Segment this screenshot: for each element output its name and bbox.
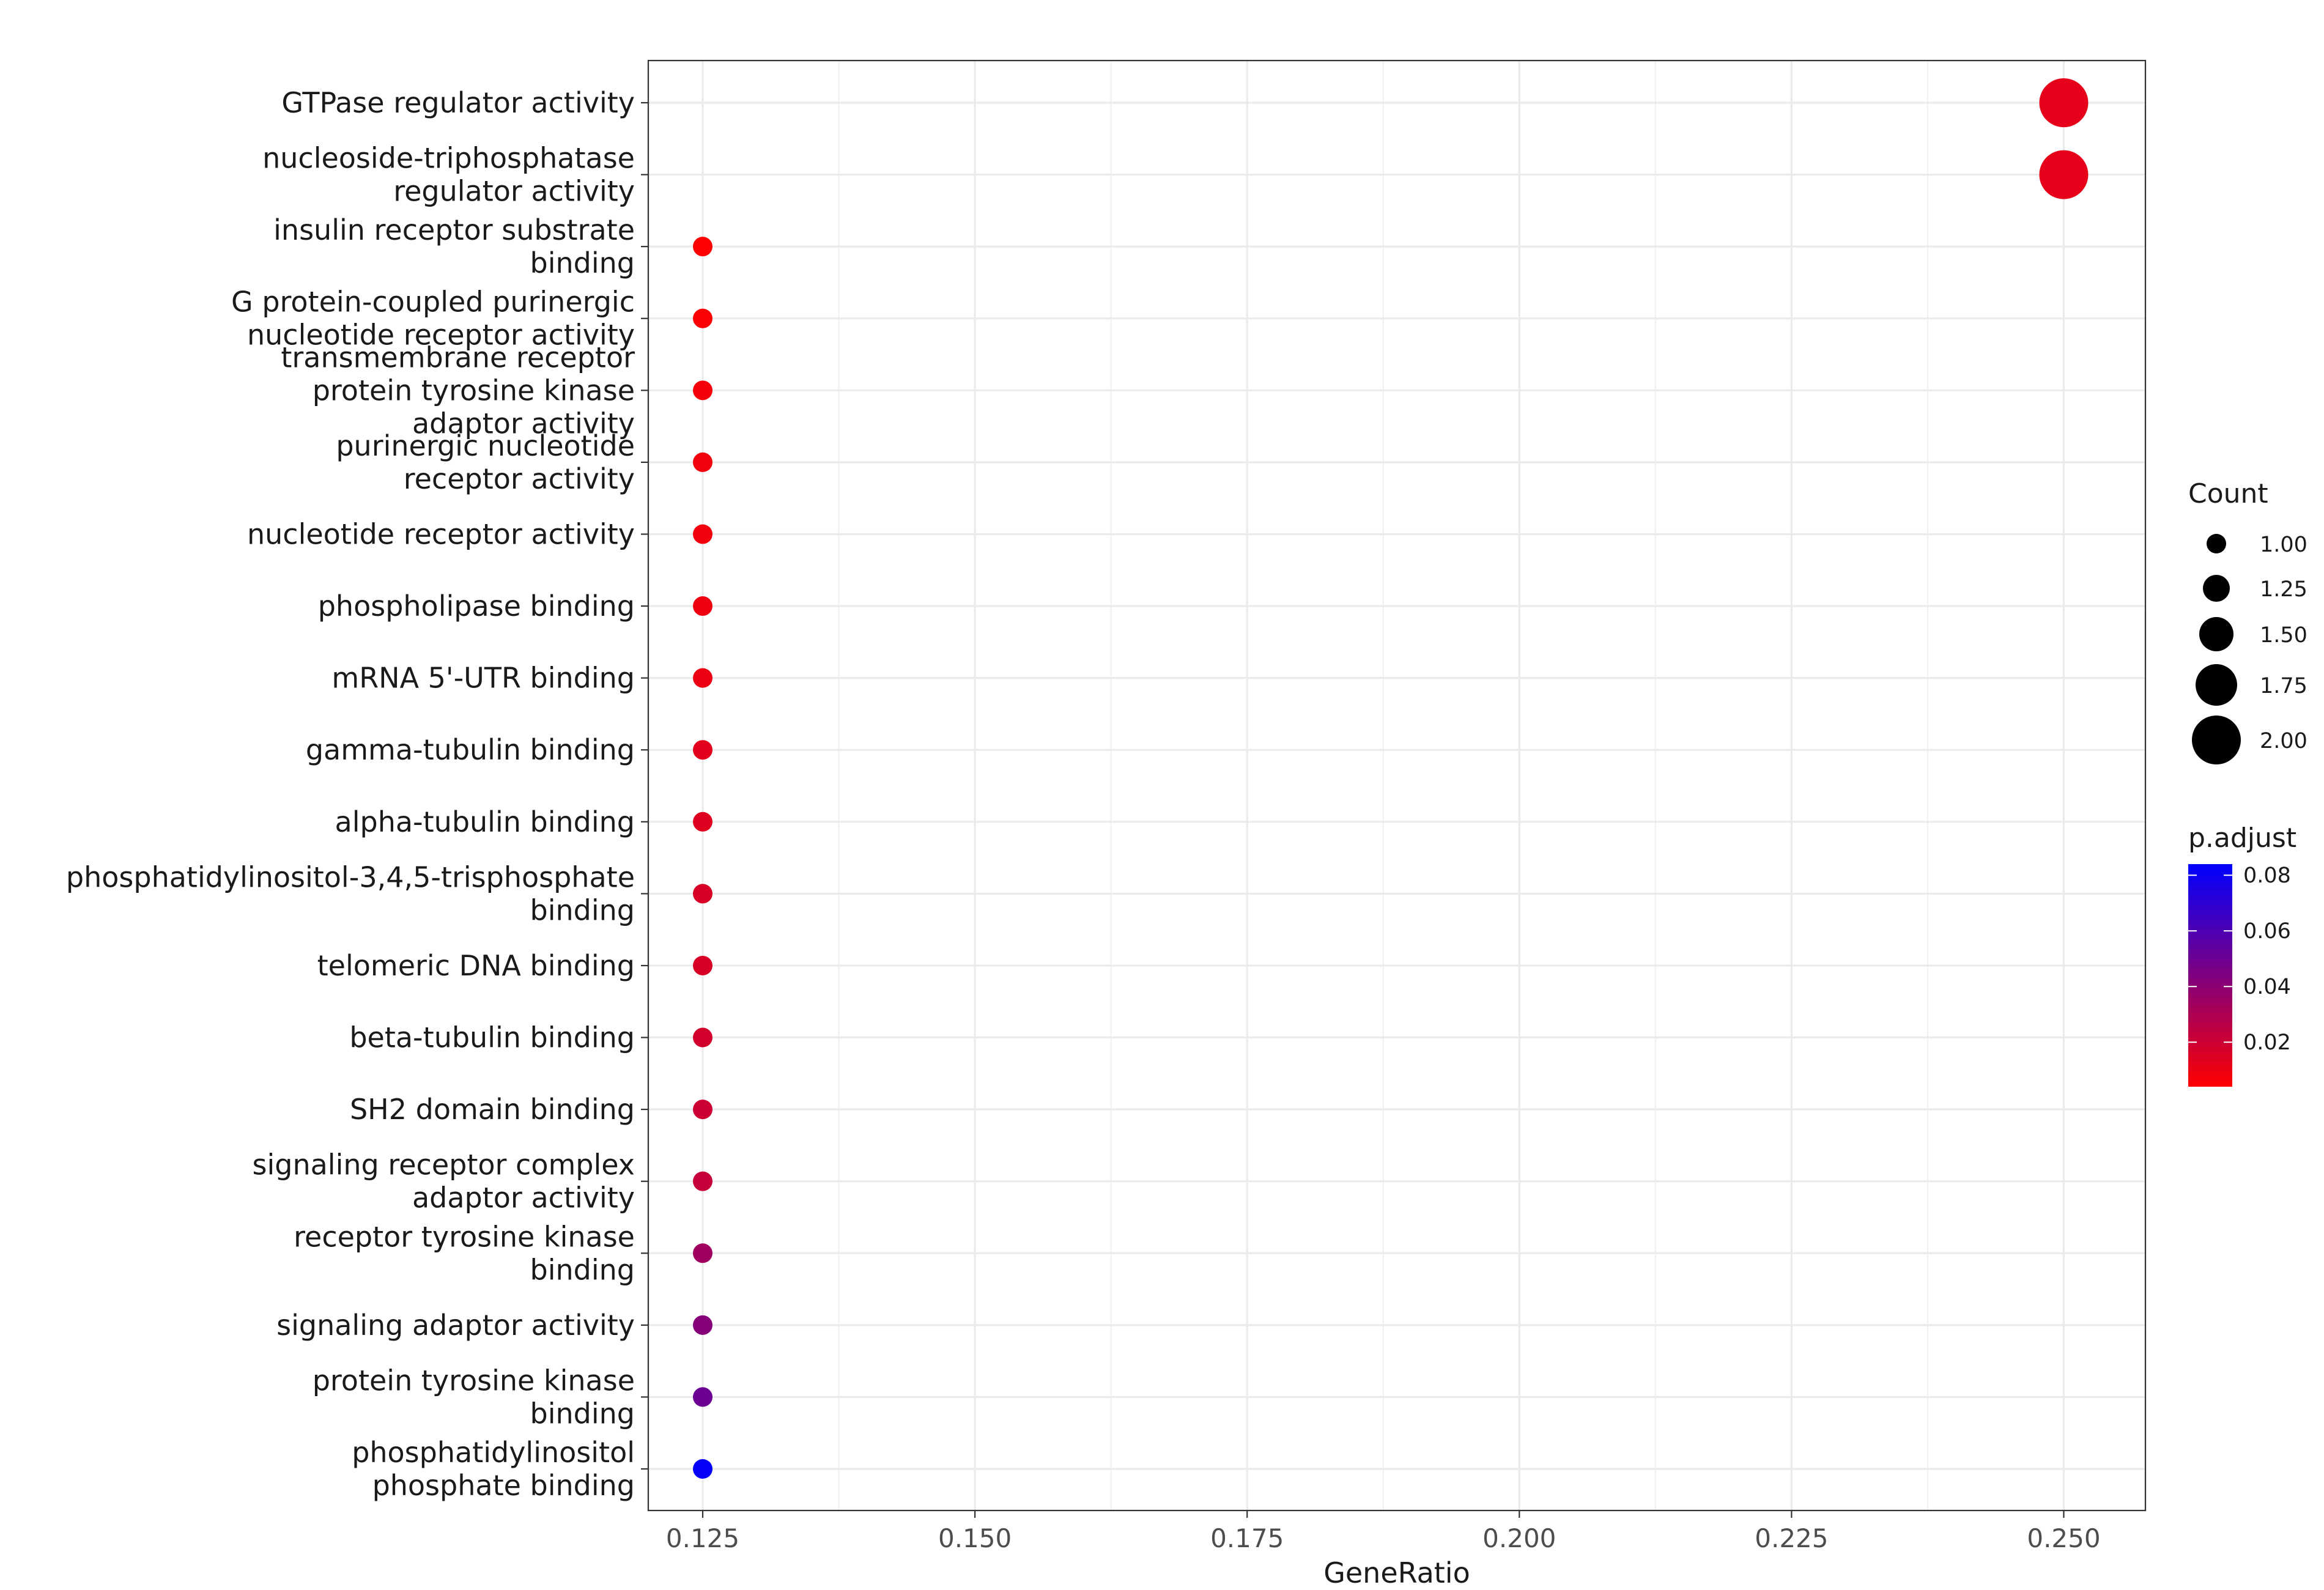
data-point [693, 237, 713, 257]
count-legend-key [2207, 534, 2226, 553]
count-legend-label: 1.25 [2260, 577, 2307, 602]
data-point [693, 812, 713, 832]
y-tick-label: purinergic nucleotide receptor activity [336, 429, 635, 495]
y-tick-label: transmembrane receptor protein tyrosine k… [281, 341, 635, 440]
y-tick-label: receptor tyrosine kinase binding [294, 1220, 635, 1286]
y-tick-label: beta-tubulin binding [349, 1021, 635, 1054]
y-tick-label: phosphatidylinositol-3,4,5-trisphosphate… [66, 860, 635, 926]
p-adjust-legend-label: 0.04 [2243, 975, 2291, 999]
count-legend-label: 1.75 [2260, 674, 2307, 698]
count-legend-label: 1.50 [2260, 623, 2307, 648]
x-axis: 0.125 0.150 0.175 0.200 0.225 0.250 [666, 1511, 2101, 1553]
data-point [693, 596, 713, 616]
data-point [693, 1459, 713, 1479]
data-point [693, 740, 713, 760]
p-adjust-legend-label: 0.06 [2243, 919, 2291, 944]
count-legend: Count 1.00 1.25 1.50 1.75 2.00 [2188, 478, 2307, 764]
data-point [693, 524, 713, 544]
data-point [2039, 150, 2089, 199]
y-tick-label: protein tyrosine kinase binding [313, 1364, 635, 1430]
x-tick-label: 0.225 [1755, 1523, 1828, 1553]
y-tick-label: signaling adaptor activity [276, 1309, 635, 1342]
x-tick-label: 0.175 [1210, 1523, 1284, 1553]
p-adjust-legend-title: p.adjust [2188, 823, 2296, 854]
y-tick-label: nucleotide receptor activity [247, 517, 635, 550]
data-point [693, 1387, 713, 1407]
x-tick-label: 0.200 [1482, 1523, 1556, 1553]
data-point [693, 884, 713, 904]
count-legend-key [2192, 716, 2241, 764]
p-adjust-colorbar [2188, 864, 2232, 1087]
data-point [693, 1100, 713, 1120]
count-legend-key [2196, 664, 2237, 706]
y-tick-label: alpha-tubulin binding [335, 805, 635, 838]
p-adjust-legend-label: 0.08 [2243, 863, 2291, 888]
data-point [693, 1243, 713, 1263]
y-tick-label: SH2 domain binding [350, 1093, 635, 1126]
count-legend-title: Count [2188, 478, 2268, 509]
count-legend-key [2199, 617, 2233, 651]
p-adjust-legend-label: 0.02 [2243, 1030, 2291, 1055]
count-legend-label: 1.00 [2260, 533, 2307, 557]
y-tick-label: phospholipase binding [318, 590, 635, 623]
panel-border [647, 59, 2147, 1512]
data-point [693, 1315, 713, 1335]
data-points [693, 78, 2089, 1479]
y-tick-label: nucleoside-triphosphatase regulator activ… [262, 142, 635, 208]
data-point [2039, 78, 2089, 127]
p-adjust-legend: p.adjust 0.02 0.04 0.06 0.08 [2188, 823, 2296, 1087]
y-axis: GTPase regulator activity nucleoside-trip… [66, 86, 648, 1502]
data-point [693, 452, 713, 472]
data-point [693, 668, 713, 688]
count-legend-label: 2.00 [2260, 729, 2307, 753]
x-axis-label: GeneRatio [1323, 1556, 1470, 1589]
x-tick-label: 0.250 [2027, 1523, 2100, 1553]
y-tick-label: gamma-tubulin binding [306, 733, 635, 766]
count-legend-key [2203, 575, 2230, 602]
y-tick-label: telomeric DNA binding [317, 949, 635, 982]
y-tick-label: phosphatidylinositol phosphate binding [352, 1436, 635, 1502]
y-tick-label: insulin receptor substrate binding [273, 213, 635, 279]
y-tick-label: GTPase regulator activity [281, 86, 635, 119]
grid-lines [648, 61, 2145, 1511]
data-point [693, 380, 713, 401]
x-tick-label: 0.150 [938, 1523, 1012, 1553]
data-point [693, 1171, 713, 1191]
x-tick-label: 0.125 [666, 1523, 739, 1553]
data-point [693, 955, 713, 975]
data-point [693, 1027, 713, 1048]
y-tick-label: mRNA 5'-UTR binding [331, 662, 635, 695]
y-tick-label: signaling receptor complex adaptor activi… [253, 1148, 635, 1215]
y-tick-label: G protein-coupled purinergic nucleotide r… [231, 286, 635, 352]
data-point [693, 308, 713, 328]
